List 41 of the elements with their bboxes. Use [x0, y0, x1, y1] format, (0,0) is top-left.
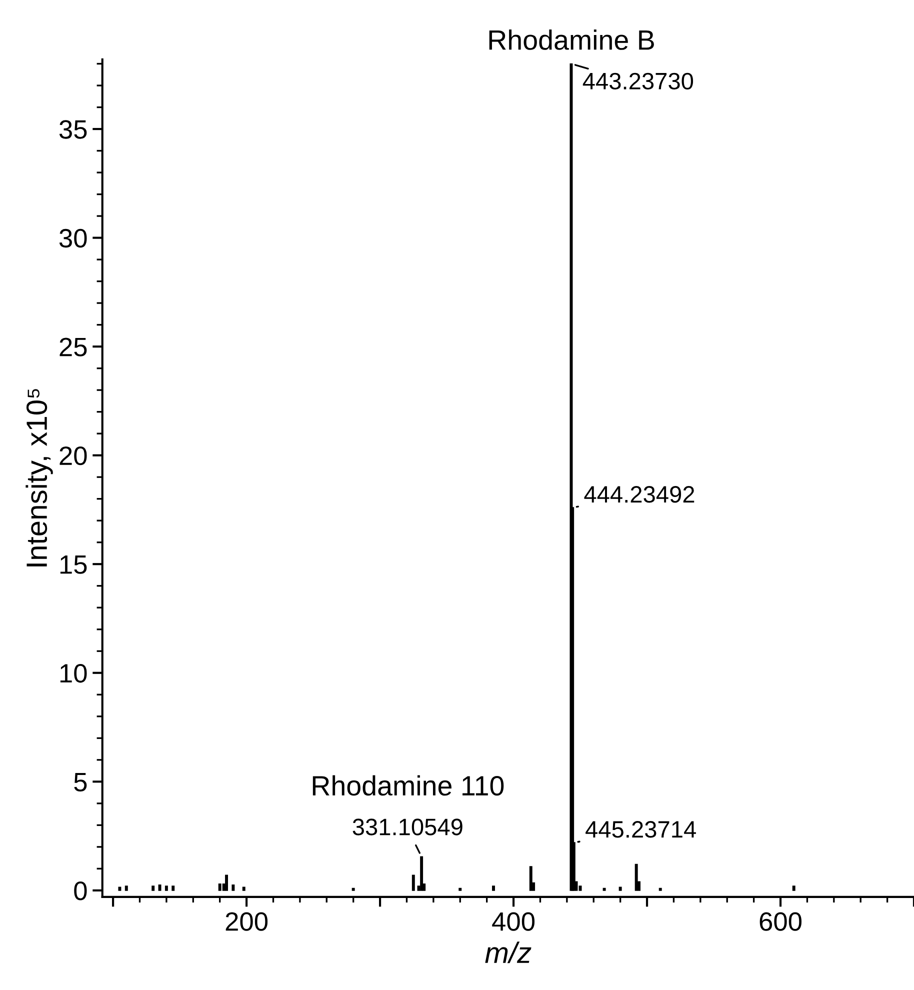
- annotation: Rhodamine 110: [312, 775, 504, 796]
- bar: [492, 886, 495, 891]
- bar: [118, 886, 122, 891]
- y-tick-label: 5: [74, 773, 87, 792]
- bar: [578, 886, 582, 891]
- bar: [634, 864, 638, 891]
- bar: [420, 856, 424, 891]
- annotation: 444.23492: [584, 486, 694, 503]
- bar: [218, 883, 222, 891]
- bar: [352, 888, 355, 891]
- x-tick-label: 600: [760, 912, 802, 931]
- bar: [232, 884, 235, 891]
- annotation: 445.23714: [586, 821, 696, 838]
- bar: [412, 874, 415, 891]
- bar: [242, 886, 246, 891]
- annotation: 331.10549: [352, 818, 462, 836]
- y-tick-label: 10: [60, 664, 87, 683]
- bar: [529, 866, 532, 891]
- bar: [124, 886, 128, 891]
- y-tick-label: 0: [74, 882, 87, 900]
- annotation: Rhodamine B: [489, 30, 654, 50]
- bar: [225, 874, 228, 891]
- x-tick-label: 200: [226, 912, 268, 931]
- y-tick-label: 30: [59, 228, 87, 248]
- y-tick-label: 25: [60, 338, 87, 356]
- x-tick-label: 400: [492, 912, 535, 931]
- bar: [618, 886, 622, 891]
- bar: [458, 888, 462, 891]
- bar: [158, 884, 162, 891]
- y-tick-label: 20: [60, 446, 87, 466]
- bar: [164, 886, 168, 891]
- bar: [602, 888, 606, 891]
- y-axis-title: Intensity, x10⁵: [26, 389, 53, 566]
- x-axis-title: m/z: [485, 942, 532, 964]
- y-tick-label: 15: [60, 556, 87, 574]
- bar: [152, 886, 155, 891]
- y-tick-label: 35: [59, 120, 87, 139]
- bar: [172, 886, 175, 891]
- bar: [792, 886, 796, 891]
- bar: [658, 888, 662, 891]
- annotation: 443.23730: [582, 72, 694, 90]
